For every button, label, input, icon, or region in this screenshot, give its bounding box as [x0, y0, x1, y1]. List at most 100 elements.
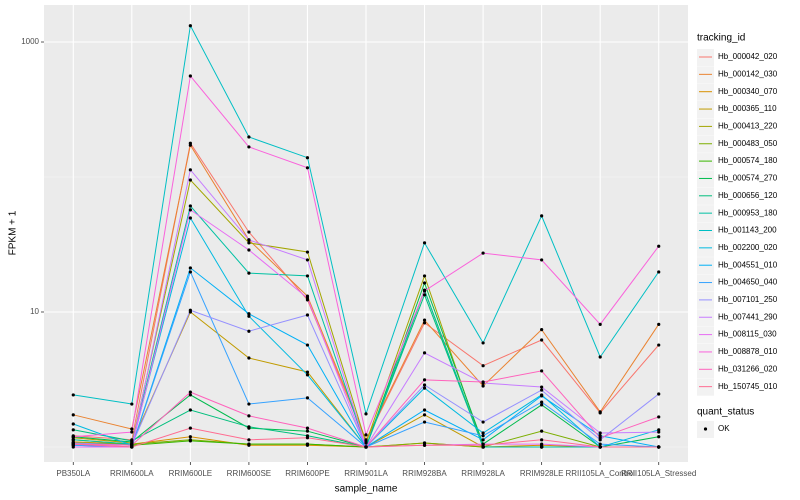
data-point: [130, 427, 134, 431]
data-point: [657, 392, 661, 396]
data-point: [71, 435, 75, 439]
data-point: [247, 438, 251, 442]
data-point: [364, 445, 368, 449]
legend-label: Hb_000365_110: [718, 104, 777, 113]
data-point: [305, 156, 310, 160]
data-point: [481, 431, 485, 435]
data-point: [305, 373, 310, 377]
data-point: [188, 74, 192, 78]
data-point: [247, 145, 251, 149]
data-point: [305, 343, 310, 347]
x-axis-title: sample_name: [335, 484, 398, 495]
data-point: [657, 445, 661, 449]
data-point: [130, 402, 134, 406]
x-tick-label: RRIM901LA: [344, 469, 388, 478]
data-point: [422, 241, 427, 245]
data-point: [305, 250, 310, 254]
data-point: [481, 380, 485, 384]
legend-label: Hb_000574_270: [718, 174, 778, 183]
data-point: [71, 428, 75, 432]
legend-label: Hb_000042_020: [718, 52, 778, 61]
data-point: [247, 271, 251, 275]
data-point: [247, 442, 251, 446]
data-point: [188, 178, 192, 182]
data-point: [481, 384, 485, 388]
data-point: [130, 439, 134, 443]
data-point: [188, 266, 192, 270]
data-point: [481, 341, 485, 345]
data-point: [422, 408, 427, 412]
data-point: [540, 442, 544, 446]
data-point: [188, 435, 192, 439]
data-point: [657, 322, 661, 326]
data-point: [188, 408, 192, 412]
data-point: [305, 370, 310, 374]
data-point: [422, 289, 427, 293]
legend-title: tracking_id: [697, 33, 745, 44]
data-point: [422, 293, 427, 297]
data-point: [422, 318, 427, 322]
x-tick-label: RRIM600SE: [227, 469, 271, 478]
data-point: [247, 314, 251, 318]
data-point: [364, 433, 368, 437]
data-point: [71, 445, 75, 449]
data-point: [364, 441, 368, 445]
data-point: [540, 369, 544, 373]
data-point: [422, 281, 427, 285]
data-point: [540, 258, 544, 262]
data-point: [188, 143, 192, 147]
legend-label: Hb_000656_120: [718, 191, 778, 200]
data-point: [188, 426, 192, 430]
x-tick-label: PB350LA: [56, 469, 90, 478]
x-tick-label: RRII105LA_Control: [565, 469, 635, 478]
data-point: [657, 428, 661, 432]
data-point: [364, 438, 368, 442]
legend-label: Hb_002200_020: [718, 243, 778, 252]
data-point: [422, 443, 427, 447]
data-point: [364, 412, 368, 416]
data-point: [657, 415, 661, 419]
data-point: [422, 321, 427, 325]
data-point: [540, 445, 544, 449]
data-point: [305, 442, 310, 446]
legend-shape: [703, 427, 708, 431]
data-point: [247, 241, 251, 245]
legend-label: Hb_000413_220: [718, 122, 778, 131]
data-point: [188, 24, 192, 28]
data-point: [71, 393, 75, 397]
data-point: [540, 403, 544, 407]
data-point: [598, 410, 602, 414]
data-point: [247, 356, 251, 360]
data-point: [305, 436, 310, 440]
legend-label: Hb_000574_180: [718, 156, 778, 165]
data-point: [188, 393, 192, 397]
data-point: [422, 420, 427, 424]
data-point: [598, 445, 602, 449]
data-point: [657, 435, 661, 439]
x-tick-label: RRIM928LE: [520, 469, 564, 478]
data-point: [305, 426, 310, 430]
data-point: [540, 214, 544, 218]
x-tick-label: RRIM600PE: [285, 469, 329, 478]
data-point: [247, 230, 251, 234]
data-point: [247, 248, 251, 252]
data-point: [422, 413, 427, 417]
legend-label: Hb_008878_010: [718, 347, 778, 356]
y-axis-title: FPKM + 1: [8, 210, 19, 255]
data-point: [71, 438, 75, 442]
data-point: [422, 274, 427, 278]
legend-label: Hb_000340_070: [718, 87, 778, 96]
data-point: [71, 413, 75, 417]
data-point: [247, 414, 251, 418]
data-point: [540, 400, 544, 404]
data-point: [188, 216, 192, 220]
legend-label: Hb_004551_010: [718, 260, 778, 269]
data-point: [305, 274, 310, 278]
x-tick-label: RRIM928LA: [461, 469, 505, 478]
x-tick-label: RRIM600LA: [110, 469, 154, 478]
legend-label: Hb_000142_030: [718, 69, 778, 78]
data-point: [305, 296, 310, 300]
data-point: [657, 430, 661, 434]
shape-legend-title: quant_status: [697, 407, 754, 418]
